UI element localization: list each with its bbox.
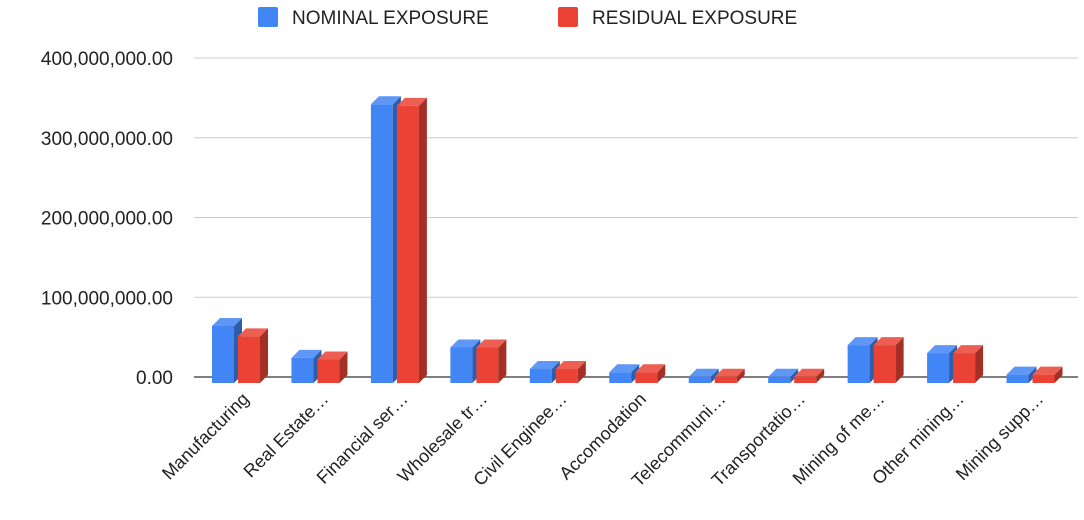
- bar-nominal: [847, 337, 878, 383]
- x-category-label: Manufacturing: [158, 389, 253, 484]
- y-tick-label: 400,000,000.00: [41, 49, 173, 70]
- bar-nominal: [1006, 366, 1037, 383]
- bar-residual: [953, 345, 984, 383]
- legend-label-residual: RESIDUAL EXPOSURE: [592, 8, 797, 29]
- gridlines: [194, 57, 1078, 378]
- bar-residual: [714, 368, 745, 383]
- legend-swatch-nominal: [258, 7, 278, 27]
- bar-nominal: [927, 345, 958, 383]
- bar-nominal: [291, 349, 322, 383]
- bar-residual: [873, 337, 904, 383]
- legend-swatch-residual: [558, 7, 578, 27]
- bars: [212, 96, 1063, 383]
- bar-nominal: [609, 364, 640, 383]
- bar-residual: [396, 97, 427, 383]
- bar-nominal: [450, 339, 481, 383]
- y-tick-label: 300,000,000.00: [41, 129, 173, 150]
- y-axis-tick-labels: 0.00 100,000,000.00 200,000,000.00 300,000,…: [41, 49, 173, 389]
- y-tick-label: 200,000,000.00: [41, 209, 173, 230]
- legend-label-nominal: NOMINAL EXPOSURE: [292, 8, 489, 29]
- bar-residual: [238, 328, 268, 383]
- y-tick-label: 100,000,000.00: [41, 288, 173, 309]
- bar-residual: [476, 339, 507, 383]
- legend: NOMINAL EXPOSURE RESIDUAL EXPOSURE: [258, 7, 797, 29]
- bar-residual: [1032, 366, 1063, 383]
- bar-nominal: [529, 361, 560, 383]
- bar-residual: [635, 364, 666, 383]
- bar-nominal: [768, 368, 799, 383]
- bar-nominal: [212, 317, 242, 383]
- bar-residual: [317, 351, 348, 383]
- bar-nominal: [370, 96, 401, 383]
- bar-nominal: [688, 368, 719, 383]
- bar-residual: [794, 368, 825, 383]
- y-tick-label: 0.00: [136, 368, 173, 389]
- bar-residual: [555, 361, 586, 383]
